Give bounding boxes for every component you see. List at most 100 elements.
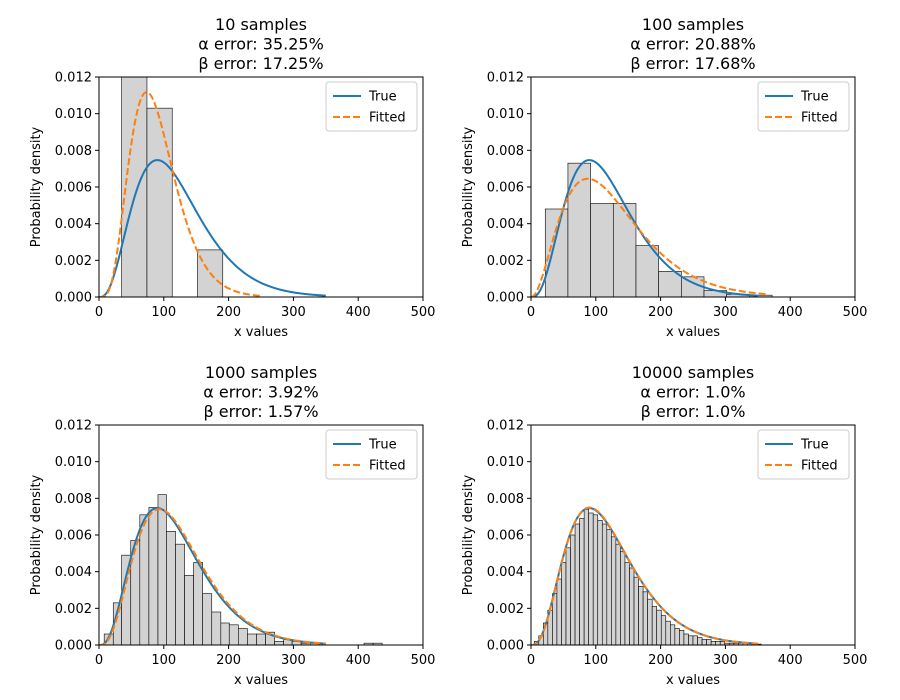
histogram-bar xyxy=(570,534,576,645)
histogram-bar xyxy=(583,509,589,645)
histogram-bar xyxy=(184,575,194,645)
title-line: α error: 1.0% xyxy=(640,383,745,402)
histogram xyxy=(533,509,762,645)
y-tick-label: 0.004 xyxy=(55,217,92,232)
histogram-bar xyxy=(656,609,662,645)
x-tick-label: 500 xyxy=(843,305,868,320)
y-tick-label: 0.012 xyxy=(487,419,524,434)
y-tick-label: 0.002 xyxy=(487,602,524,617)
y-tick-label: 0.010 xyxy=(487,455,524,470)
histogram-bar xyxy=(544,208,569,297)
histogram-bar xyxy=(574,523,580,645)
title-line: α error: 3.92% xyxy=(203,383,318,402)
x-tick-label: 400 xyxy=(346,305,371,320)
y-tick-label: 0.000 xyxy=(55,639,92,654)
histogram-bar xyxy=(202,593,213,645)
x-axis-label: x values xyxy=(234,325,288,340)
histogram-bar xyxy=(238,628,248,645)
histogram-bar xyxy=(193,562,203,645)
histogram-bar xyxy=(647,598,653,645)
x-tick-label: 300 xyxy=(281,653,306,668)
histogram-bar xyxy=(565,547,571,645)
y-tick-label: 0.002 xyxy=(55,254,92,269)
histogram-bar xyxy=(688,635,694,645)
x-tick-label: 400 xyxy=(778,653,803,668)
title-line: β error: 17.25% xyxy=(198,54,323,73)
x-tick-label: 0 xyxy=(95,305,103,320)
histogram-bar xyxy=(592,514,599,645)
y-tick-label: 0.004 xyxy=(487,565,524,580)
y-tick-label: 0.008 xyxy=(55,492,92,507)
title-line: 10 samples xyxy=(215,15,307,34)
legend-label: True xyxy=(368,90,397,105)
histogram-bar xyxy=(561,562,567,645)
legend-box xyxy=(325,429,418,480)
y-tick-label: 0.012 xyxy=(487,71,524,86)
x-tick-label: 500 xyxy=(411,305,436,320)
y-tick-label: 0.006 xyxy=(55,529,92,544)
histogram-bar xyxy=(247,633,257,645)
histogram-bar xyxy=(701,639,707,645)
title-line: 10000 samples xyxy=(632,363,755,382)
fitted-curve xyxy=(99,508,326,645)
y-axis-label: Probability density xyxy=(29,126,44,247)
histogram-bar xyxy=(228,624,239,645)
x-tick-label: 300 xyxy=(713,653,738,668)
curves xyxy=(531,506,758,645)
histogram-bar xyxy=(166,531,176,645)
y-tick-label: 0.004 xyxy=(487,217,524,232)
y-tick-label: 0.008 xyxy=(487,144,524,159)
fitted-curve xyxy=(531,177,768,297)
histogram-bar xyxy=(697,637,703,645)
histogram-bar xyxy=(588,512,594,645)
legend-box xyxy=(757,429,850,480)
y-axis-label: Probability density xyxy=(461,126,476,247)
x-tick-label: 400 xyxy=(346,653,371,668)
histogram xyxy=(103,494,383,645)
title-line: 1000 samples xyxy=(205,363,317,382)
title-line: β error: 17.68% xyxy=(630,54,755,73)
y-tick-label: 0.010 xyxy=(55,107,92,122)
legend-label: Fitted xyxy=(369,459,406,474)
x-axis-label: x values xyxy=(666,673,720,688)
x-tick-label: 500 xyxy=(843,653,868,668)
histogram-bar xyxy=(265,631,275,645)
histogram-bar xyxy=(256,633,266,645)
x-tick-label: 200 xyxy=(216,305,241,320)
y-tick-label: 0.006 xyxy=(55,181,92,196)
histogram-bar xyxy=(651,606,658,645)
histogram-bar xyxy=(274,641,284,645)
title-line: β error: 1.57% xyxy=(203,402,318,421)
histogram-bar xyxy=(715,641,721,645)
legend-label: Fitted xyxy=(801,111,838,126)
curves xyxy=(99,91,326,297)
legend: True Fitted xyxy=(757,429,850,480)
y-tick-label: 0.006 xyxy=(487,529,524,544)
y-tick-label: 0.010 xyxy=(55,455,92,470)
legend-label: True xyxy=(800,438,829,453)
histogram-bar xyxy=(706,639,712,645)
title-line: α error: 35.25% xyxy=(198,35,324,54)
histogram-bar xyxy=(679,630,685,645)
y-axis-label: Probability density xyxy=(29,474,44,595)
legend-label: Fitted xyxy=(369,111,406,126)
histogram-bar xyxy=(642,591,648,645)
x-tick-label: 0 xyxy=(527,653,535,668)
x-tick-label: 100 xyxy=(583,305,608,320)
y-tick-label: 0.002 xyxy=(55,602,92,617)
histogram-bar xyxy=(615,543,621,645)
histogram-bar xyxy=(660,615,667,645)
histogram-bar xyxy=(710,641,716,645)
histogram-bar xyxy=(175,543,185,645)
histogram-bar xyxy=(220,622,230,645)
curves xyxy=(531,159,768,297)
x-tick-label: 500 xyxy=(411,653,436,668)
x-tick-label: 0 xyxy=(95,653,103,668)
